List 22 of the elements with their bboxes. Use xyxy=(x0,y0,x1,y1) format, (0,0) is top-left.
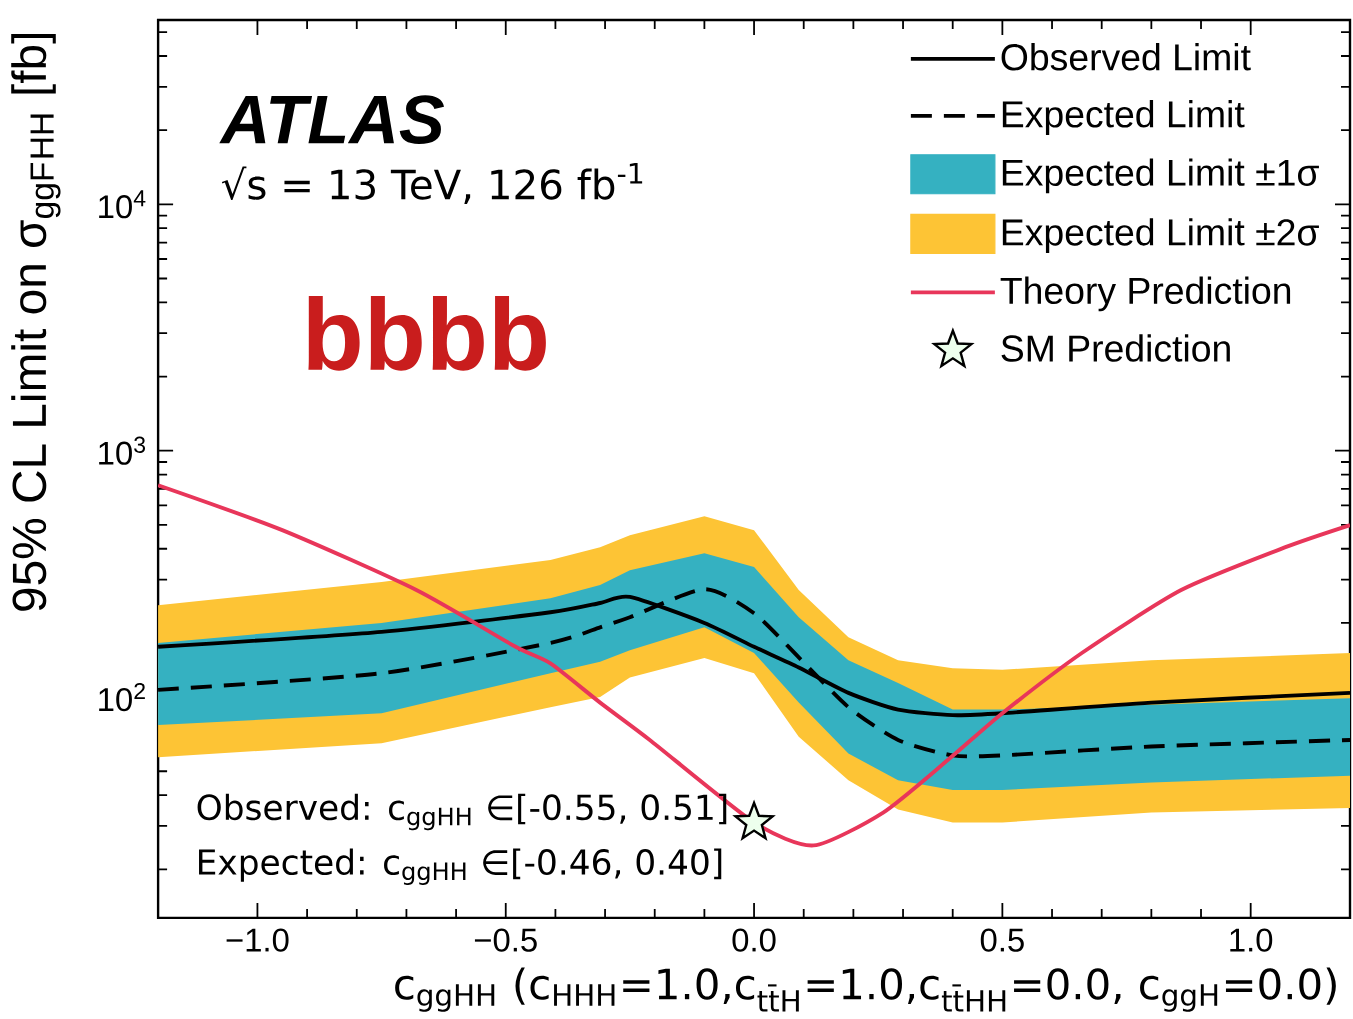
legend-label: Expected Limit ±1σ xyxy=(1002,158,1319,194)
annotation: Observed: c$_{ggHH}$ ∈[-0.55, 0.51] xyxy=(197,793,727,831)
legend-label: Expected Limit xyxy=(1002,100,1245,135)
y-tick-label: 10$^{2}$ xyxy=(99,682,145,712)
y-tick-label: 10$^{3}$ xyxy=(99,436,146,465)
legend-label: Observed Limit xyxy=(1001,43,1251,71)
legend-label: SM Prediction xyxy=(1001,334,1230,362)
y-tick-label: 10$^{4}$ xyxy=(99,190,146,219)
x-tick-label: 0.0 xyxy=(732,928,776,952)
x-tick-label: 1.0 xyxy=(1230,928,1273,952)
y-axis-title: 95% CL Limit on σ$_{ggFHH}$ [fb] xyxy=(11,33,61,611)
x-tick-label: −0.5 xyxy=(474,928,537,952)
line-series xyxy=(158,483,1351,848)
annotation: Expected: c$_{ggHH}$ ∈[-0.46, 0.40] xyxy=(199,848,722,885)
annotation: √s = 13 TeV, 126 fb$^{-1}$ xyxy=(221,162,643,204)
legend-label: Expected Limit ±2σ xyxy=(1002,218,1319,253)
legend-label: Theory Prediction xyxy=(1000,276,1291,312)
text: c$_{ggHH}$ (c$_{HHH}$=1.0,c$_{tt̄H}$=1.0,c$_{tt̄HH}$=0.0, c$_{ggH}$=0.0) xyxy=(395,967,1336,1012)
annotation: bbbb xyxy=(308,296,546,371)
x-tick-label: 0.5 xyxy=(980,928,1024,952)
annotation: ATLAS xyxy=(219,95,444,144)
x-tick-label: −1.0 xyxy=(226,928,289,952)
